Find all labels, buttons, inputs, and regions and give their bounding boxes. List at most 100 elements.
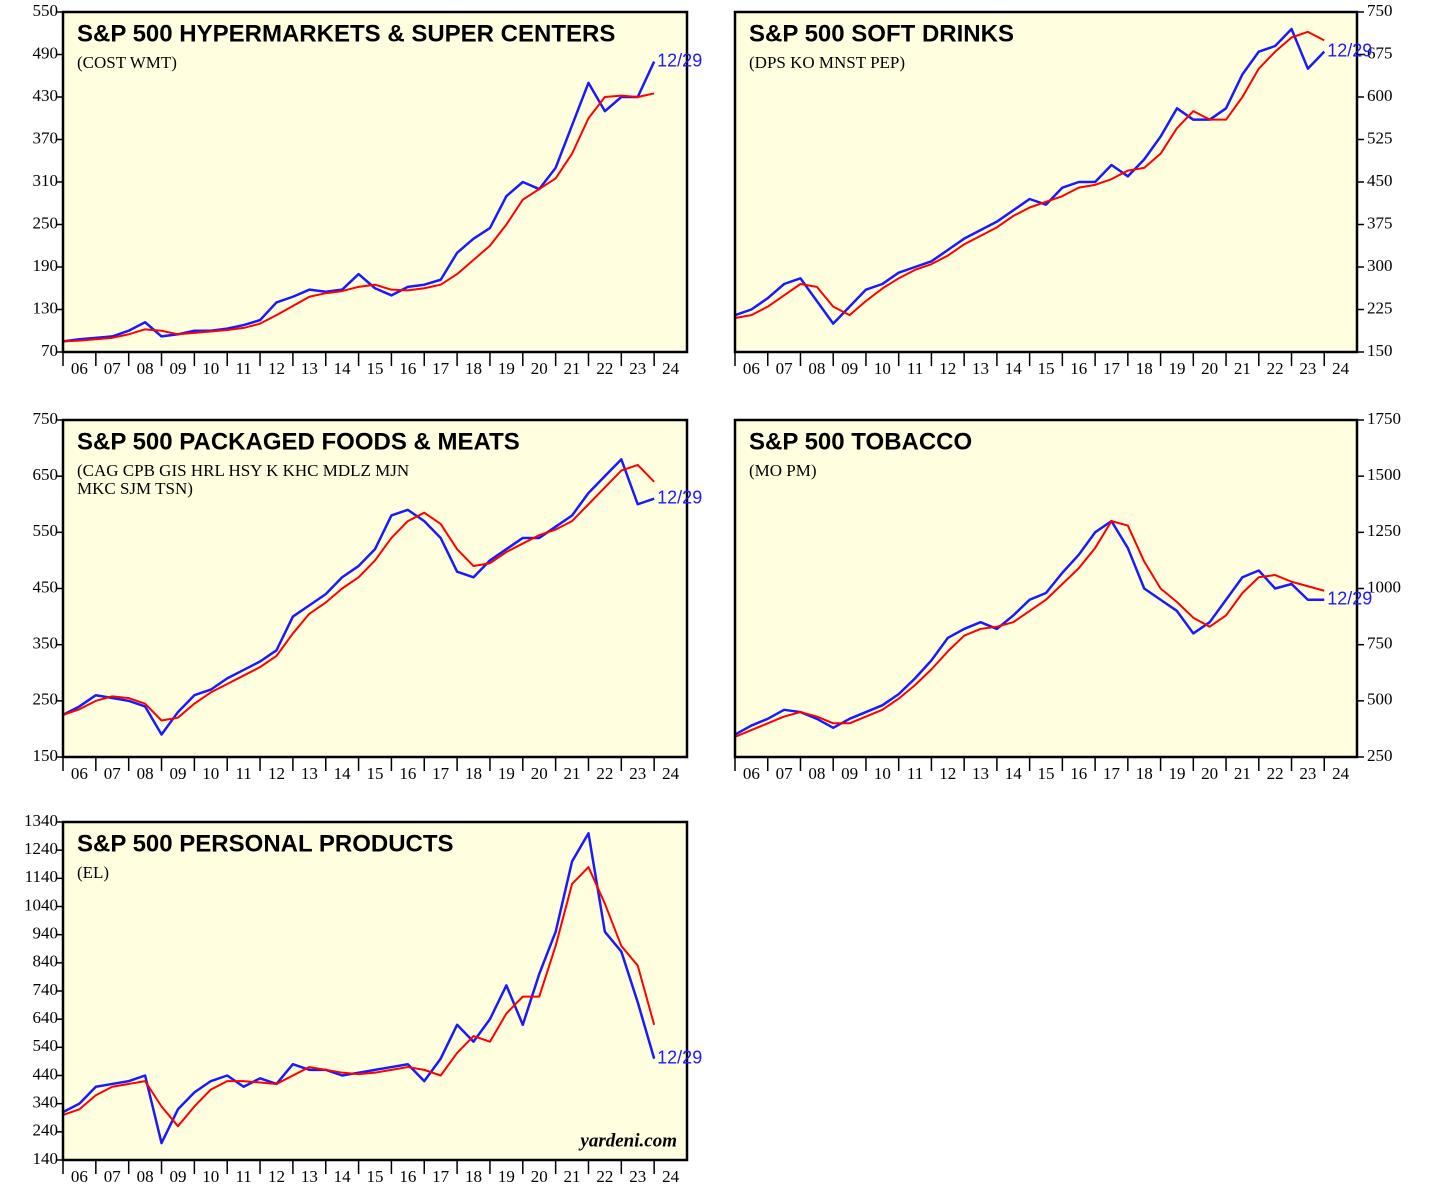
x-tick-label: 23 [1299, 764, 1316, 783]
plot-border [61, 820, 689, 1162]
x-tick-label: 12 [939, 359, 956, 378]
x-tick-label: 16 [399, 359, 416, 378]
x-tick-label: 22 [596, 1167, 613, 1186]
y-tick-label: 1140 [25, 867, 58, 886]
y-tick-label: 375 [1367, 213, 1393, 232]
source-label: yardeni.com [578, 1130, 677, 1151]
moving-average-line [734, 520, 1325, 738]
y-tick-label: 600 [1367, 86, 1393, 105]
x-tick-label: 20 [1201, 764, 1218, 783]
x-tick-label: 17 [1103, 764, 1121, 783]
plot-area [63, 12, 687, 352]
x-tick-label: 06 [71, 359, 88, 378]
y-tick-label: 750 [33, 409, 59, 428]
chart-subtitle: (EL) [77, 863, 109, 882]
moving-average-line [62, 463, 655, 722]
x-tick-label: 19 [498, 359, 515, 378]
y-tick-label: 1340 [24, 811, 58, 830]
moving-average-line [62, 92, 655, 343]
price-line [62, 61, 656, 343]
date-annotation: 12/29 [1327, 40, 1372, 60]
x-tick-label: 06 [71, 764, 88, 783]
x-tick-label: 11 [235, 359, 251, 378]
x-tick-label: 24 [662, 764, 680, 783]
y-tick-label: 150 [1367, 341, 1393, 360]
moving-average-line [62, 866, 656, 1128]
y-tick-label: 70 [41, 341, 58, 360]
x-tick-label: 18 [465, 764, 482, 783]
x-tick-label: 16 [1070, 764, 1087, 783]
x-tick-label: 17 [432, 764, 450, 783]
x-tick-label: 20 [531, 1167, 548, 1186]
price-line [734, 27, 1326, 325]
x-tick-label: 22 [1267, 764, 1284, 783]
price-line [734, 519, 1325, 736]
x-tick-label: 24 [662, 1167, 680, 1186]
x-tick-label: 10 [874, 764, 891, 783]
x-tick-label: 15 [1038, 764, 1055, 783]
x-tick-label: 22 [596, 359, 613, 378]
chart-subtitle: (DPS KO MNST PEP) [749, 53, 905, 72]
x-tick-label: 10 [202, 359, 219, 378]
x-tick-label: 15 [367, 764, 384, 783]
y-tick-label: 225 [1367, 298, 1393, 317]
x-tick-label: 16 [399, 764, 416, 783]
y-tick-label: 940 [33, 924, 59, 943]
y-tick-label: 490 [33, 43, 59, 62]
y-tick-label: 540 [33, 1036, 59, 1055]
x-tick-label: 11 [907, 764, 923, 783]
plot-border [61, 10, 689, 354]
date-annotation: 12/29 [657, 50, 702, 70]
x-tick-label: 08 [137, 1167, 154, 1186]
y-tick-label: 1750 [1367, 409, 1401, 428]
chart-title: S&P 500 TOBACCO [749, 428, 972, 455]
x-tick-label: 18 [465, 1167, 482, 1186]
chart-subtitle: (COST WMT) [77, 53, 177, 72]
chart-subtitle: (MO PM) [749, 461, 817, 480]
y-tick-label: 370 [33, 128, 59, 147]
x-tick-label: 15 [1038, 359, 1055, 378]
x-tick-label: 11 [235, 1167, 251, 1186]
y-tick-label: 440 [33, 1064, 59, 1083]
chart-title: S&P 500 PERSONAL PRODUCTS [77, 830, 454, 857]
x-tick-label: 19 [1168, 764, 1185, 783]
x-tick-label: 14 [334, 764, 352, 783]
x-tick-label: 16 [399, 1167, 416, 1186]
x-tick-label: 13 [301, 359, 318, 378]
y-tick-label: 310 [33, 171, 59, 190]
plot-border [61, 418, 689, 759]
x-tick-label: 20 [1201, 359, 1218, 378]
y-tick-label: 250 [33, 690, 59, 709]
x-tick-label: 10 [202, 1167, 219, 1186]
x-tick-label: 06 [743, 359, 760, 378]
x-tick-label: 12 [268, 764, 285, 783]
moving-average-line [734, 30, 1325, 319]
x-tick-label: 22 [596, 764, 613, 783]
x-tick-label: 14 [1005, 764, 1023, 783]
x-tick-label: 14 [334, 359, 352, 378]
y-tick-label: 675 [1367, 43, 1393, 62]
x-tick-label: 16 [1070, 359, 1087, 378]
x-tick-label: 13 [301, 1167, 318, 1186]
x-tick-label: 19 [1168, 359, 1185, 378]
x-tick-label: 08 [808, 359, 825, 378]
y-tick-label: 500 [1367, 690, 1393, 709]
date-annotation: 12/29 [1327, 588, 1372, 608]
x-tick-label: 17 [432, 1167, 450, 1186]
x-tick-label: 07 [104, 1167, 122, 1186]
y-tick-label: 750 [1367, 634, 1393, 653]
y-tick-label: 750 [1367, 1, 1393, 20]
x-tick-label: 06 [743, 764, 760, 783]
plot-area [735, 420, 1357, 757]
x-tick-label: 17 [432, 359, 450, 378]
x-tick-label: 18 [1136, 359, 1153, 378]
y-tick-label: 150 [33, 746, 59, 765]
chart-subtitle: (CAG CPB GIS HRL HSY K KHC MDLZ MJN [77, 461, 409, 480]
plot-area [735, 12, 1357, 352]
x-tick-label: 17 [1103, 359, 1121, 378]
chart-title: S&P 500 PACKAGED FOODS & MEATS [77, 428, 520, 455]
plot-area [63, 420, 687, 757]
y-tick-label: 550 [33, 1, 59, 20]
x-tick-label: 13 [301, 764, 318, 783]
